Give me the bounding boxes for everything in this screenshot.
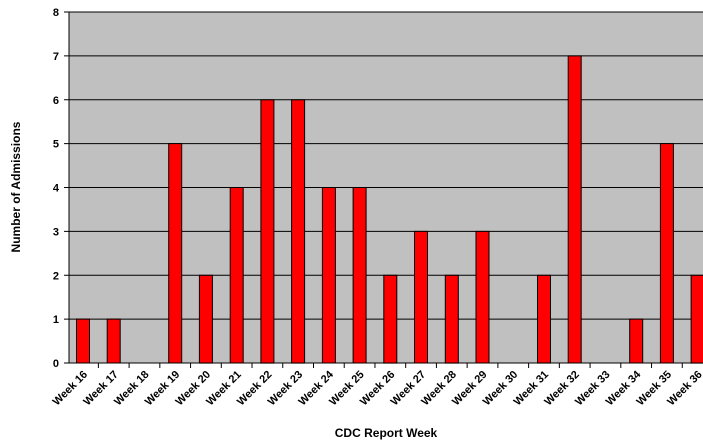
x-axis-title: CDC Report Week [335, 426, 438, 440]
y-tick-label: 0 [53, 358, 59, 370]
y-tick-label: 5 [53, 139, 59, 151]
y-axis-title: Number of Admissions [9, 121, 23, 252]
y-tick-labels: 0 1 2 3 4 5 6 7 8 [53, 7, 69, 370]
bar-week-17 [106, 318, 121, 364]
bar-week-34 [629, 318, 644, 364]
bar-week-23 [291, 99, 306, 364]
y-tick-label: 4 [53, 183, 60, 195]
y-tick-label: 1 [53, 314, 59, 326]
bar-week-31 [537, 274, 551, 364]
y-tick-label: 6 [53, 95, 59, 107]
bar-week-26 [383, 274, 398, 364]
bar-week-35 [659, 143, 674, 364]
bar-week-19 [168, 143, 183, 364]
bar-week-20 [198, 274, 213, 364]
bar-week-28 [444, 274, 459, 364]
bar-week-36 [690, 274, 703, 364]
bar-week-24 [321, 187, 336, 364]
y-tick-label: 8 [53, 7, 59, 19]
bar-week-27 [414, 230, 428, 364]
bar-week-22 [260, 99, 275, 364]
bar-week-32 [567, 55, 582, 364]
bar-week-25 [352, 187, 367, 364]
bar-week-29 [475, 230, 490, 364]
y-tick-label: 2 [53, 270, 59, 282]
y-tick-label: 3 [53, 226, 59, 238]
bar-week-16 [76, 318, 90, 364]
bar-week-21 [229, 187, 244, 364]
y-tick-label: 7 [53, 51, 59, 63]
